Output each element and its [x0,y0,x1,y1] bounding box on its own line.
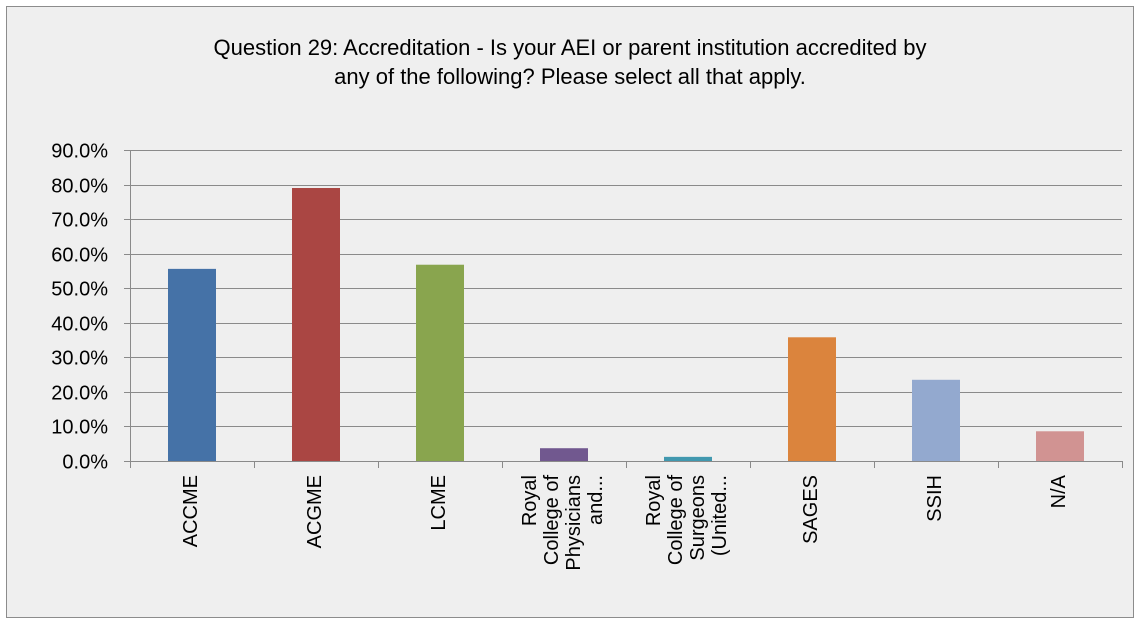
category-label: N/A [1048,474,1070,508]
chart-title: Question 29: Accreditation - Is your AEI… [7,33,1133,91]
y-tick-label: 0.0% [62,452,108,474]
category-label-line: SAGES [800,475,822,544]
category-label: LCME [428,475,450,531]
category-label-line: ACGME [304,475,326,548]
bar [416,264,464,461]
category-label-line: Royal [643,475,665,526]
y-tick-label: 90.0% [51,141,108,163]
bar [788,337,836,461]
bar [1036,431,1084,461]
y-tick-label: 30.0% [51,348,108,370]
category-label-line: N/A [1048,474,1070,508]
category-label-line: College of [541,475,563,566]
category-label-line: ACCME [180,475,202,547]
category-label-line: (United... [709,475,731,556]
chart-title-line-2: any of the following? Please select all … [334,64,806,89]
chart-title-line-1: Question 29: Accreditation - Is your AEI… [213,35,927,60]
y-tick-label: 10.0% [51,417,108,439]
bar [664,456,712,461]
bars [168,188,1084,461]
y-tick-label: 40.0% [51,314,108,336]
bar [912,379,960,461]
category-label: SAGES [800,475,822,544]
y-tick-label: 80.0% [51,176,108,198]
y-tick-label: 70.0% [51,210,108,232]
y-tick-label: 50.0% [51,279,108,301]
category-label: ACGME [304,475,326,548]
category-label: Royal College of Surgeons (United... [643,475,731,566]
bar [168,268,216,461]
category-label-line: and... [585,475,607,525]
category-label-line: SSIH [924,475,946,522]
y-axis-tick-labels: 0.0% 10.0% 20.0% 30.0% 40.0% 50.0% 60.0% 70.0% 8… [51,141,108,474]
gridlines [130,150,1122,427]
category-label-line: Physicians [563,475,585,571]
category-label: ACCME [180,475,202,547]
bar [540,448,588,461]
bar [292,188,340,461]
category-label: SSIH [924,475,946,522]
y-tick-label: 20.0% [51,383,108,405]
y-tick-label: 60.0% [51,245,108,267]
axes [124,150,1123,468]
category-label-line: Royal [519,475,541,526]
category-label-line: College of [665,475,687,566]
category-label-line: Surgeons [687,475,709,561]
x-axis-category-labels: ACCME ACGME LCME Royal College of Physicians a… [180,474,1070,570]
category-label-line: LCME [428,475,450,531]
category-label: Royal College of Physicians and... [519,475,607,571]
